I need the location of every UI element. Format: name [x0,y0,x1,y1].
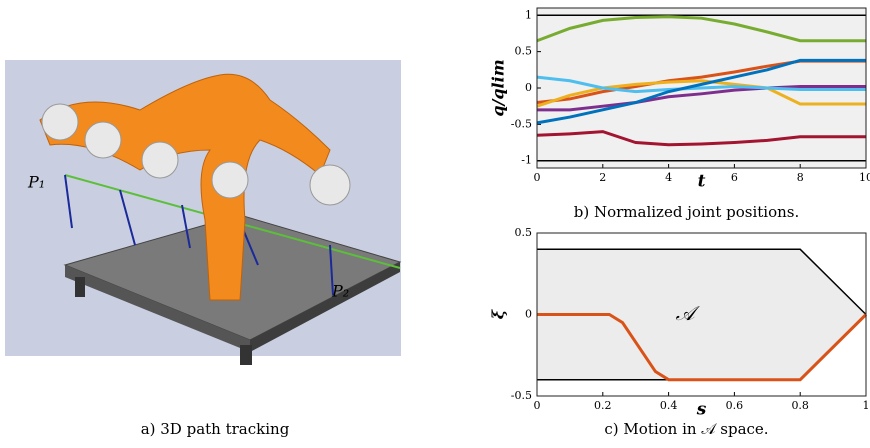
x-tick-label: 2 [599,171,606,184]
x-tick-label: 10 [859,171,870,184]
y-tick-label: 0.5 [515,226,533,239]
point-label: P₁ [27,173,45,192]
y-tick-label: -0.5 [511,117,532,130]
y-tick-label: -0.5 [511,389,532,402]
x-axis-label: s [696,400,707,420]
x-tick-label: 6 [731,171,738,184]
x-tick-label: 8 [797,171,804,184]
x-tick-label: 0 [534,171,541,184]
y-axis-label: q/qlim [489,59,508,116]
caption: c) Motion in 𝒜 space. [604,420,768,438]
x-tick-label: 0.8 [791,399,809,412]
x-tick-label: 1 [863,399,870,412]
x-tick-label: 0.6 [726,399,744,412]
y-tick-label: 0.5 [515,45,533,58]
y-tick-label: -1 [521,154,532,167]
x-axis-label: t [698,172,706,192]
point-label: P₂ [331,282,349,301]
x-tick-label: 4 [665,171,672,184]
y-tick-label: 0 [525,308,532,321]
robot-render [5,60,401,365]
x-tick-label: 0 [534,399,541,412]
caption: a) 3D path tracking [141,420,290,438]
y-tick-label: 1 [525,8,532,21]
y-tick-label: 0 [525,81,532,94]
x-tick-label: 0.4 [660,399,678,412]
figure: P₁ P₂ a) 3D path tracking 0246810-1-0.50… [0,0,870,444]
caption: b) Normalized joint positions. [574,203,800,221]
x-tick-label: 0.2 [594,399,612,412]
y-axis-label: ξ [489,308,508,319]
